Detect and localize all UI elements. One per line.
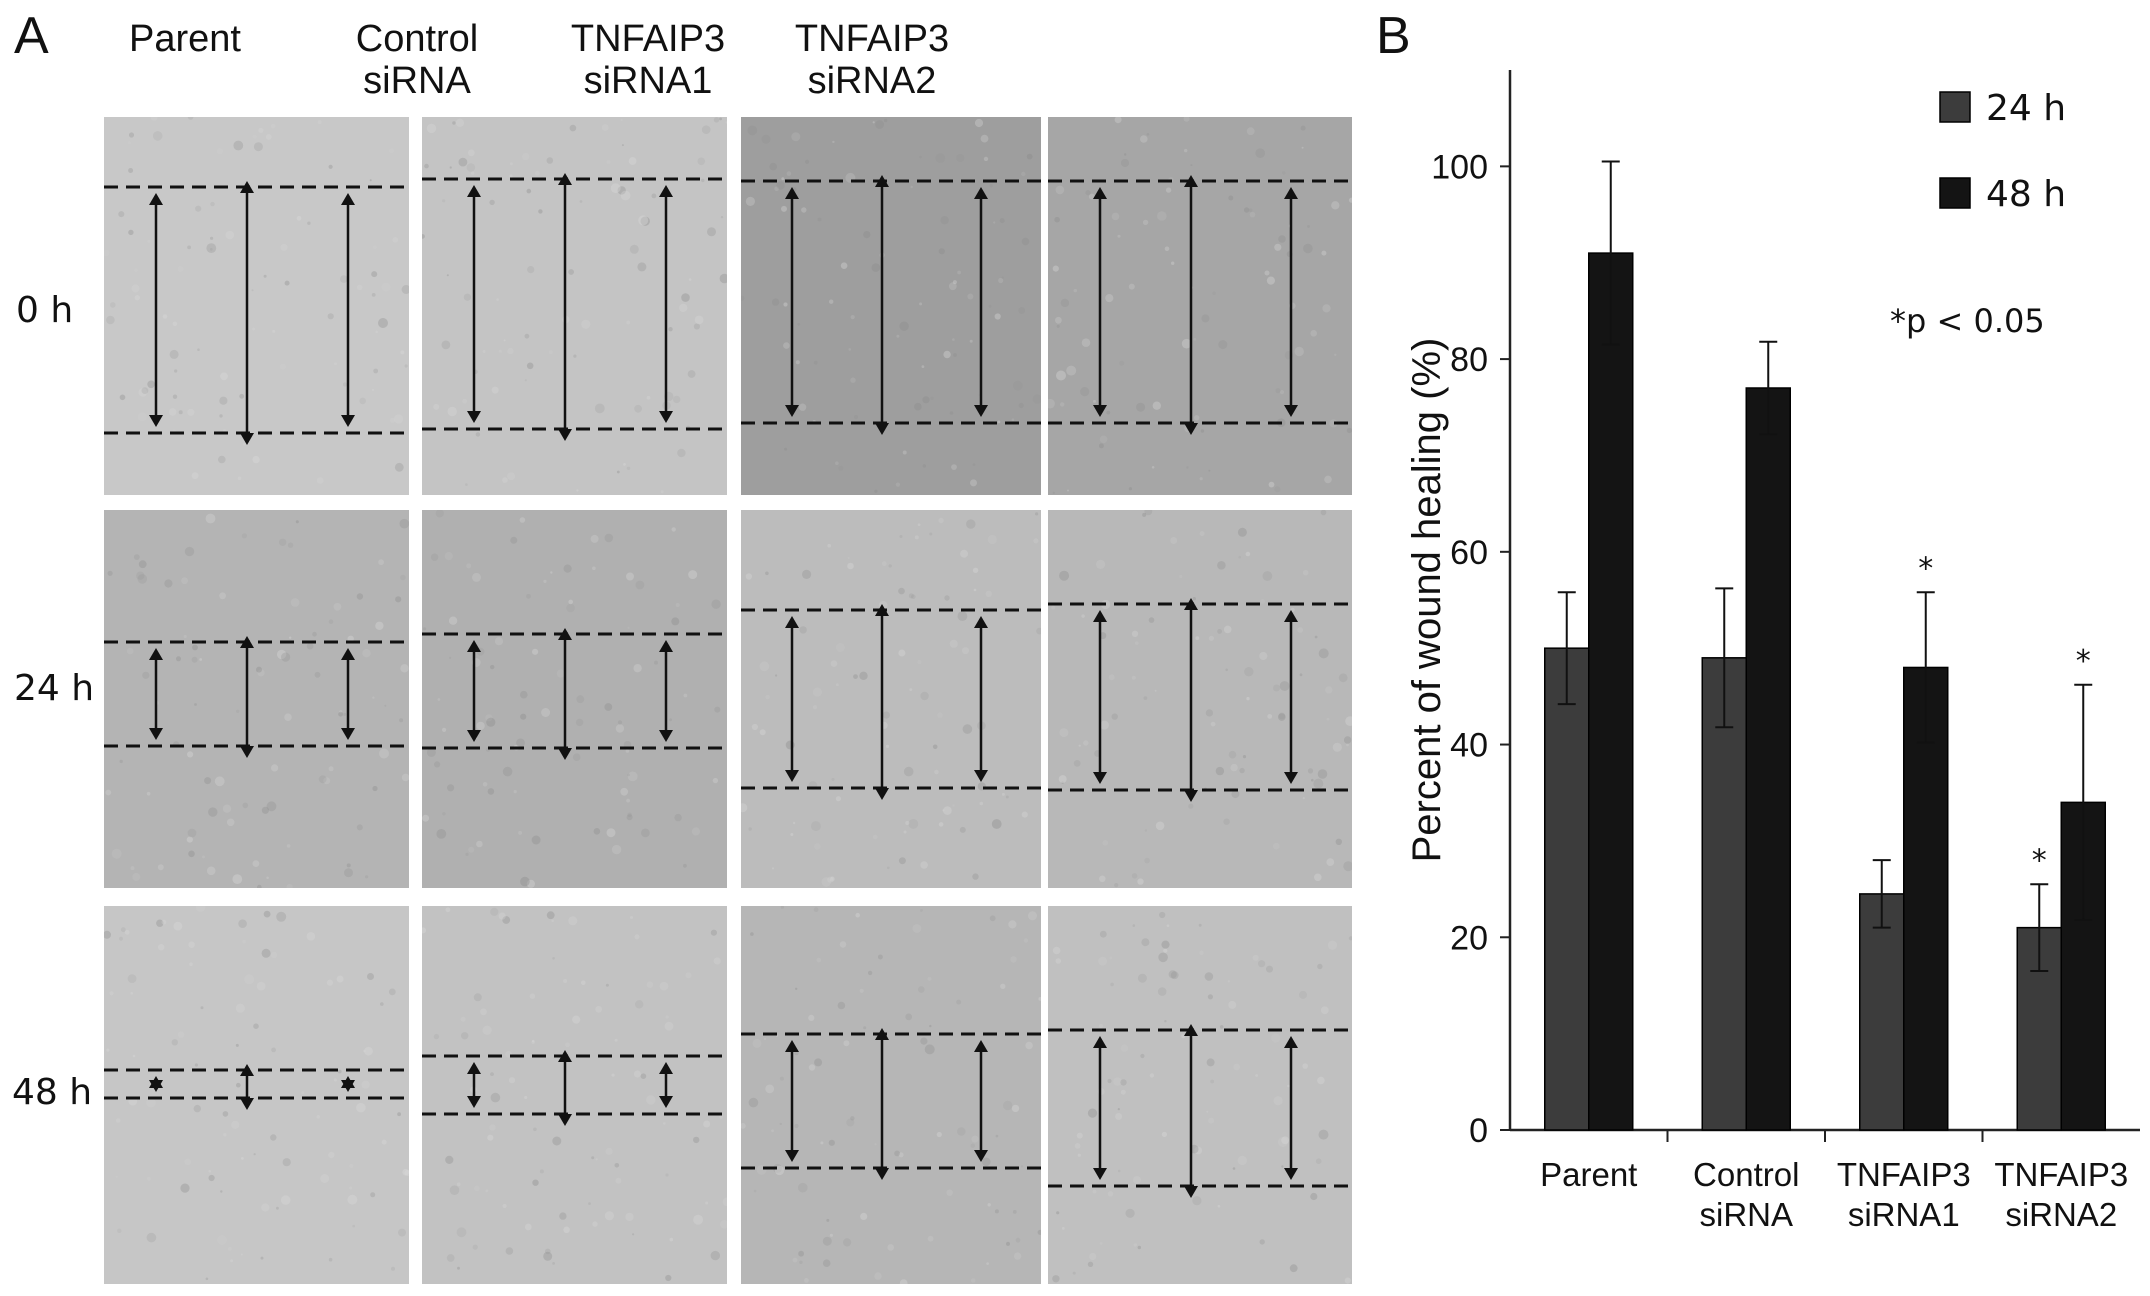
y-tick-label: 20 <box>1450 919 1488 957</box>
y-tick-label: 60 <box>1450 534 1488 572</box>
y-axis-label: Percent of wound healing (%) <box>1405 338 1449 863</box>
micrograph-tile <box>741 510 1041 888</box>
micrograph-tile <box>1048 510 1352 888</box>
column-label-tnfaip3-sirna1: TNFAIP3 siRNA1 <box>493 18 803 102</box>
panel-b-letter: B <box>1376 7 1411 65</box>
wound-healing-bar-chart: 0 20 40 60 80 100 Percent of wound healing (%)… <box>1405 70 2140 1233</box>
x-category-label: siRNA1 <box>1848 1196 1960 1233</box>
legend-swatch <box>1939 91 1971 123</box>
micrograph-tile <box>422 510 727 888</box>
column-label-line1: Control <box>355 18 479 60</box>
micrograph-tile <box>104 117 409 495</box>
column-label-line1: Parent <box>129 18 241 60</box>
micrograph-tile <box>104 510 409 888</box>
legend-label: 48 h <box>1986 174 2066 215</box>
column-label-control-sirna: Control siRNA <box>262 18 572 102</box>
significance-note: *p < 0.05 <box>1890 302 2045 340</box>
column-label-line2: siRNA2 <box>807 60 937 102</box>
bar <box>1745 387 1791 1131</box>
bar <box>1588 252 1634 1131</box>
x-category-label: TNFAIP3 <box>1994 1156 2128 1193</box>
y-tick-label: 0 <box>1469 1112 1488 1150</box>
x-category-label: TNFAIP3 <box>1837 1156 1971 1193</box>
x-category-label: siRNA2 <box>2005 1196 2117 1233</box>
micrograph-tile <box>741 906 1041 1284</box>
significance-star: * <box>1918 551 1933 586</box>
column-label-tnfaip3-sirna2: TNFAIP3 siRNA2 <box>717 18 1027 102</box>
y-tick-label: 40 <box>1450 727 1488 765</box>
legend-label: 24 h <box>1986 88 2066 129</box>
micrograph-tile <box>422 906 727 1284</box>
column-label-line2: siRNA1 <box>583 60 713 102</box>
x-category-label: siRNA <box>1699 1196 1793 1233</box>
x-category-label: Control <box>1693 1156 1799 1193</box>
x-category-label: Parent <box>1540 1156 1637 1193</box>
panel-a-letter: A <box>14 7 49 65</box>
column-label-line2: siRNA <box>363 60 471 102</box>
column-label-line1: TNFAIP3 <box>794 18 950 60</box>
significance-star: * <box>2076 644 2091 679</box>
y-tick-label: 100 <box>1431 148 1488 186</box>
bar <box>1859 893 1905 1131</box>
micrograph-tile <box>104 906 409 1284</box>
row-label-48h: 48 h <box>12 1072 93 1113</box>
micrograph-tile <box>1048 117 1352 495</box>
column-label-line1: TNFAIP3 <box>570 18 726 60</box>
micrograph-tile <box>741 117 1041 495</box>
y-tick-label: 80 <box>1450 341 1488 379</box>
bar <box>1903 666 1949 1131</box>
column-label-parent: Parent <box>30 18 340 60</box>
micrograph-tile <box>422 117 727 495</box>
legend-swatch <box>1939 177 1971 209</box>
row-label-24h: 24 h <box>14 668 95 709</box>
bar <box>1701 657 1747 1131</box>
bar <box>1544 647 1590 1131</box>
row-label-0h: 0 h <box>16 290 74 331</box>
significance-star: * <box>2032 843 2047 878</box>
micrograph-tile <box>1048 906 1352 1284</box>
